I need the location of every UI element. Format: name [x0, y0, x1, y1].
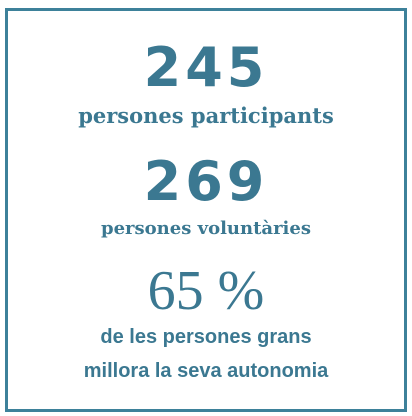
stat-value: 65 % — [147, 260, 265, 322]
stat-label: de les persones grans — [100, 326, 312, 348]
stat-label: persones participants — [78, 103, 334, 128]
stat-label: persones voluntàries — [101, 218, 311, 239]
stats-card: 245 persones participants 269 persones v… — [5, 8, 407, 412]
stat-value: 245 — [143, 36, 269, 99]
stat-value: 269 — [143, 150, 269, 213]
stat-label: millora la seva autonomia — [83, 360, 329, 382]
